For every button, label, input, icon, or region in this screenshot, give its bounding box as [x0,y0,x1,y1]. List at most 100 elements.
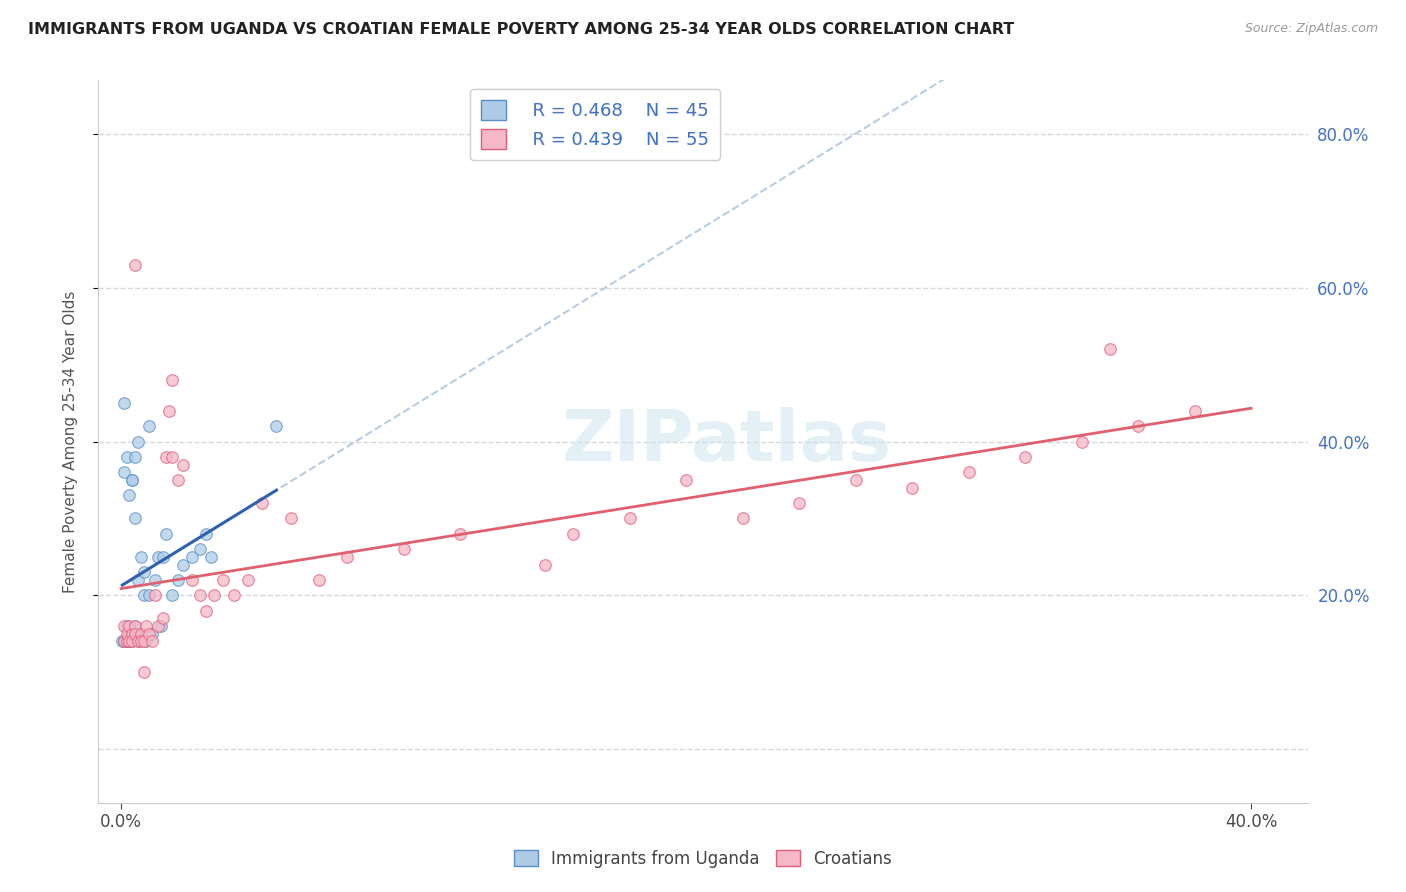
Point [124,450,146,464]
Point [194,526,217,541]
Point [1014,450,1036,464]
Point [132,565,155,579]
Point [115,634,138,648]
Point [124,619,146,633]
Point [1184,404,1206,418]
Point [124,619,146,633]
Point [124,626,146,640]
Point [141,626,163,640]
Point [115,634,138,648]
Point [157,404,180,418]
Point [121,626,143,640]
Text: Source: ZipAtlas.com: Source: ZipAtlas.com [1244,22,1378,36]
Point [117,634,139,648]
Point [731,511,754,525]
Point [132,634,155,648]
Point [112,465,135,479]
Point [141,634,163,648]
Point [1070,434,1092,449]
Point [957,465,980,479]
Point [533,558,555,572]
Point [112,634,135,648]
Point [115,626,138,640]
Point [127,573,149,587]
Point [121,634,143,648]
Point [138,588,160,602]
Text: ZIPatlas: ZIPatlas [562,407,893,476]
Point [200,549,222,564]
Point [132,588,155,602]
Point [155,526,177,541]
Point [138,419,160,434]
Point [188,542,211,557]
Legend: Immigrants from Uganda, Croatians: Immigrants from Uganda, Croatians [508,844,898,875]
Point [202,588,225,602]
Point [114,634,136,648]
Point [236,573,259,587]
Point [222,588,245,602]
Point [127,434,149,449]
Point [266,419,288,434]
Point [115,450,138,464]
Point [127,634,149,648]
Point [124,258,146,272]
Point [135,619,157,633]
Point [252,496,274,510]
Point [619,511,641,525]
Point [188,588,211,602]
Point [787,496,810,510]
Point [211,573,233,587]
Point [121,634,143,648]
Point [135,634,157,648]
Point [143,588,166,602]
Text: IMMIGRANTS FROM UGANDA VS CROATIAN FEMALE POVERTY AMONG 25-34 YEAR OLDS CORRELAT: IMMIGRANTS FROM UGANDA VS CROATIAN FEMAL… [28,22,1014,37]
Point [152,611,174,625]
Point [152,549,174,564]
Point [121,473,143,487]
Point [118,634,141,648]
Point [129,634,152,648]
Point [172,458,194,472]
Point [901,481,924,495]
Point [112,396,135,410]
Point [180,549,202,564]
Point [129,549,152,564]
Point [180,573,202,587]
Point [280,511,302,525]
Point [194,604,217,618]
Point [562,526,585,541]
Point [118,626,141,640]
Point [166,473,188,487]
Point [172,558,194,572]
Point [146,619,169,633]
Point [118,634,141,648]
Point [166,573,188,587]
Point [1126,419,1149,434]
Point [146,549,169,564]
Point [336,549,359,564]
Legend:   R = 0.468    N = 45,   R = 0.439    N = 55: R = 0.468 N = 45, R = 0.439 N = 55 [470,89,720,160]
Point [112,634,135,648]
Y-axis label: Female Poverty Among 25-34 Year Olds: Female Poverty Among 25-34 Year Olds [63,291,77,592]
Point [118,619,141,633]
Point [112,619,135,633]
Point [845,473,868,487]
Point [129,626,152,640]
Point [138,626,160,640]
Point [160,450,183,464]
Point [160,588,183,602]
Point [1098,343,1121,357]
Point [127,634,149,648]
Point [675,473,697,487]
Point [118,634,141,648]
Point [449,526,471,541]
Point [118,488,141,502]
Point [115,619,138,633]
Point [129,626,152,640]
Point [160,373,183,387]
Point [115,634,138,648]
Point [149,619,172,633]
Point [121,473,143,487]
Point [155,450,177,464]
Point [121,626,143,640]
